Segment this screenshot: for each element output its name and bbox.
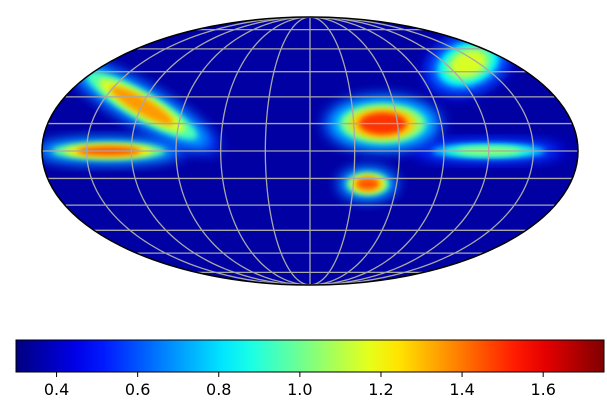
colorbar-tick-label: 1.4 — [449, 380, 474, 399]
colorbar-tick-label: 0.4 — [44, 380, 69, 399]
colorbar-tick-label: 1.2 — [368, 380, 393, 399]
graticule — [42, 17, 578, 285]
map-outline — [41, 16, 579, 286]
colorbar-tick-label: 1.0 — [287, 380, 312, 399]
feature-3 — [337, 167, 398, 200]
feature-3-level-4 — [355, 177, 380, 191]
colorbar-ticks: 0.4 0.6 0.8 1.0 1.2 1.4 1.6 — [44, 372, 556, 399]
colorbar: 0.4 0.6 0.8 1.0 1.2 1.4 1.6 — [15, 339, 605, 399]
colorbar-tick-label: 0.6 — [125, 380, 150, 399]
colorbar-gradient — [15, 339, 605, 373]
colorbar-tick-label: 0.8 — [206, 380, 231, 399]
mollweide-map — [41, 16, 579, 286]
feature-5-level-4 — [450, 50, 486, 77]
colorbar-tick-label: 1.6 — [530, 380, 555, 399]
